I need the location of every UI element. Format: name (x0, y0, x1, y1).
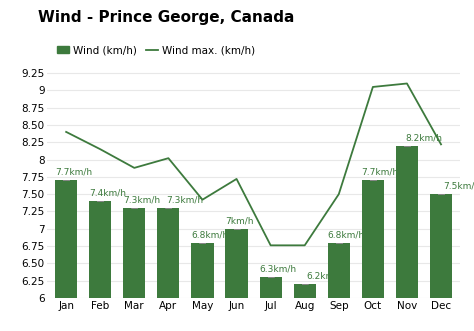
Bar (157, 208, 180, 298)
Text: 7.7km/h: 7.7km/h (362, 168, 399, 177)
Bar (260, 277, 282, 298)
Bar (396, 146, 418, 298)
Bar (293, 284, 316, 298)
Text: 6.2km/h: 6.2km/h (306, 272, 344, 281)
Bar (123, 208, 146, 298)
Bar (328, 243, 350, 298)
Text: 6.8km/h: 6.8km/h (191, 230, 228, 239)
Text: 8.2km/h: 8.2km/h (405, 133, 442, 142)
Legend: Wind (km/h), Wind max. (km/h): Wind (km/h), Wind max. (km/h) (53, 41, 260, 60)
Bar (191, 243, 214, 298)
Bar (362, 180, 384, 298)
Text: 6.8km/h: 6.8km/h (328, 230, 365, 239)
Bar (55, 180, 77, 298)
Bar (430, 194, 452, 298)
Text: 6.3km/h: 6.3km/h (259, 265, 297, 274)
Text: 7.7km/h: 7.7km/h (55, 168, 92, 177)
Text: 7.3km/h: 7.3km/h (123, 196, 160, 205)
Text: 7.4km/h: 7.4km/h (89, 189, 126, 198)
Text: 7.3km/h: 7.3km/h (167, 196, 204, 205)
Text: 7km/h: 7km/h (225, 216, 254, 225)
Bar (226, 229, 247, 298)
Bar (89, 201, 111, 298)
Text: 7.5km/h: 7.5km/h (443, 182, 474, 191)
Text: Wind - Prince George, Canada: Wind - Prince George, Canada (38, 10, 294, 25)
